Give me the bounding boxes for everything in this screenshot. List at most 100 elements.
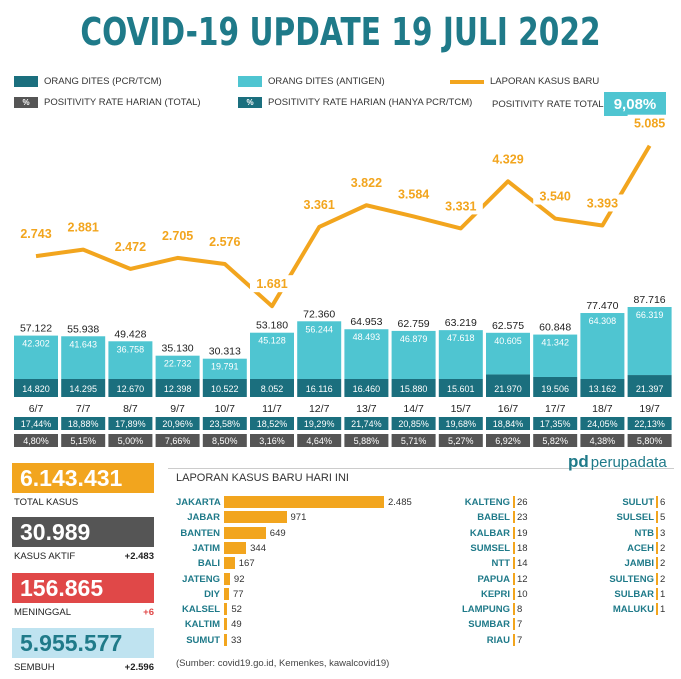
bar-total-label: 62.575 (492, 320, 524, 332)
positivity-pcr-label: 17,89% (115, 419, 146, 429)
positivity-total-rate-label: 6,92% (495, 436, 521, 446)
province-name: SULUT (622, 497, 654, 508)
positivity-pcr-box (344, 417, 389, 430)
x-tick-label: 12/7 (309, 403, 330, 415)
province-name: RIAU (486, 634, 510, 646)
line-label-bg (580, 194, 625, 212)
positivity-total-value: 9,08% (604, 92, 666, 116)
line-label-bg (627, 114, 672, 132)
bar-pcr-label: 12.398 (164, 384, 192, 394)
x-tick-label: 8/7 (123, 403, 138, 415)
positivity-pcr-box (486, 417, 530, 430)
line-point-label: 3.540 (540, 190, 571, 204)
province-bar (656, 603, 658, 616)
province-bar (224, 587, 229, 600)
line-label-bg (297, 195, 342, 213)
positivity-pcr-label: 24,05% (587, 419, 618, 429)
bar-pcr (391, 379, 436, 397)
bar-antigen-label: 47.618 (447, 333, 475, 343)
sembuh-delta: +2.596 (124, 662, 154, 673)
positivity-total-rate-label: 4,38% (590, 436, 616, 446)
positivity-pcr-label: 17,44% (21, 419, 52, 429)
positivity-pcr-box (438, 417, 483, 430)
province-name: SULTENG (609, 573, 654, 585)
province-value: 971 (290, 512, 307, 524)
province-bar (656, 526, 658, 539)
province-value: 2.485 (388, 497, 412, 508)
province-name: NTB (634, 527, 654, 539)
province-name: KALSEL (182, 604, 220, 616)
bar-pcr (580, 379, 625, 397)
x-tick-label: 10/7 (215, 403, 236, 415)
positivity-pcr-label: 19,29% (304, 419, 335, 429)
legend-pos-pcr: % POSITIVITY RATE HARIAN (HANYA PCR/TCM) (238, 97, 472, 108)
province-value: 5 (660, 512, 666, 524)
page-title: COVID-19 UPDATE 19 JULI 2022 (80, 10, 601, 54)
line-label-bg (250, 275, 294, 293)
legend-pos-total-swatch: % (14, 97, 38, 108)
x-tick-label: 11/7 (262, 403, 282, 415)
province-bar (656, 572, 658, 585)
bar-pcr-label: 15.880 (400, 384, 428, 394)
line-point-label: 3.393 (587, 196, 618, 210)
line-point-label: 3.361 (304, 198, 335, 212)
province-value: 52 (231, 604, 242, 616)
brand-logo: pd perupadata (568, 452, 667, 472)
positivity-total-box (438, 434, 483, 447)
kasus-aktif-delta: +2.483 (124, 551, 154, 562)
bar-total-label: 64.953 (350, 316, 382, 328)
province-value: 2 (660, 558, 666, 570)
province-value: 12 (517, 573, 528, 585)
line-label-bg (61, 218, 106, 236)
province-name: SULBAR (614, 588, 654, 600)
bar-pcr (61, 379, 106, 397)
line-label-bg (486, 150, 530, 168)
positivity-pcr-box (14, 417, 58, 430)
province-bar (224, 633, 227, 646)
province-bar (513, 603, 515, 616)
province-bar (513, 496, 515, 508)
bar-pcr (108, 379, 153, 397)
province-value: 1 (660, 604, 666, 616)
brand-name: perupadata (590, 453, 667, 471)
positivity-total-rate-label: 5,71% (401, 436, 427, 446)
line-label-bg (202, 232, 247, 250)
province-name: JAMBI (624, 558, 654, 570)
positivity-pcr-box (580, 417, 625, 430)
total-kasus-value: 6.143.431 (12, 463, 154, 493)
bar-antigen-label: 19.791 (211, 362, 239, 372)
positivity-total-rate-label: 5,15% (70, 436, 96, 446)
province-value: 7 (517, 619, 523, 631)
bar-pcr-label: 14.820 (22, 384, 50, 394)
line-point-label: 2.472 (115, 240, 146, 254)
province-bar (656, 511, 658, 524)
legend-pos-pcr-label: POSITIVITY RATE HARIAN (HANYA PCR/TCM) (268, 97, 473, 108)
bar-pcr-label: 8.052 (261, 384, 284, 394)
bar-antigen (202, 358, 247, 379)
bar-antigen-label: 48.493 (353, 332, 381, 342)
bar-antigen-label: 64.308 (589, 316, 617, 326)
bar-pcr-label: 15.601 (447, 384, 475, 394)
bar-antigen (61, 336, 106, 379)
line-point-label: 3.822 (351, 176, 382, 190)
bar-antigen (438, 330, 483, 379)
bar-pcr (297, 379, 342, 397)
province-bar (224, 603, 228, 616)
bar-total-label: 49.428 (114, 328, 146, 340)
line-label-bg (438, 197, 483, 215)
legend-pos-total: % POSITIVITY RATE HARIAN (TOTAL) (14, 97, 201, 108)
line-label-bg (391, 185, 436, 203)
line-label-bg (533, 187, 578, 205)
province-name: ACEH (627, 542, 654, 554)
positivity-pcr-label: 18,84% (493, 419, 524, 429)
line-label-bg (155, 226, 200, 244)
bar-antigen-label: 46.879 (400, 334, 428, 344)
positivity-pcr-label: 18,52% (257, 419, 288, 429)
bar-pcr (533, 376, 578, 397)
province-name: BABEL (477, 512, 510, 524)
source-note: (Sumber: covid19.go.id, Kemenkes, kawalc… (176, 658, 390, 669)
province-value: 344 (250, 542, 266, 554)
province-bar (656, 496, 658, 508)
positivity-pcr-box (533, 417, 578, 430)
bar-total-label: 77.470 (586, 300, 618, 312)
